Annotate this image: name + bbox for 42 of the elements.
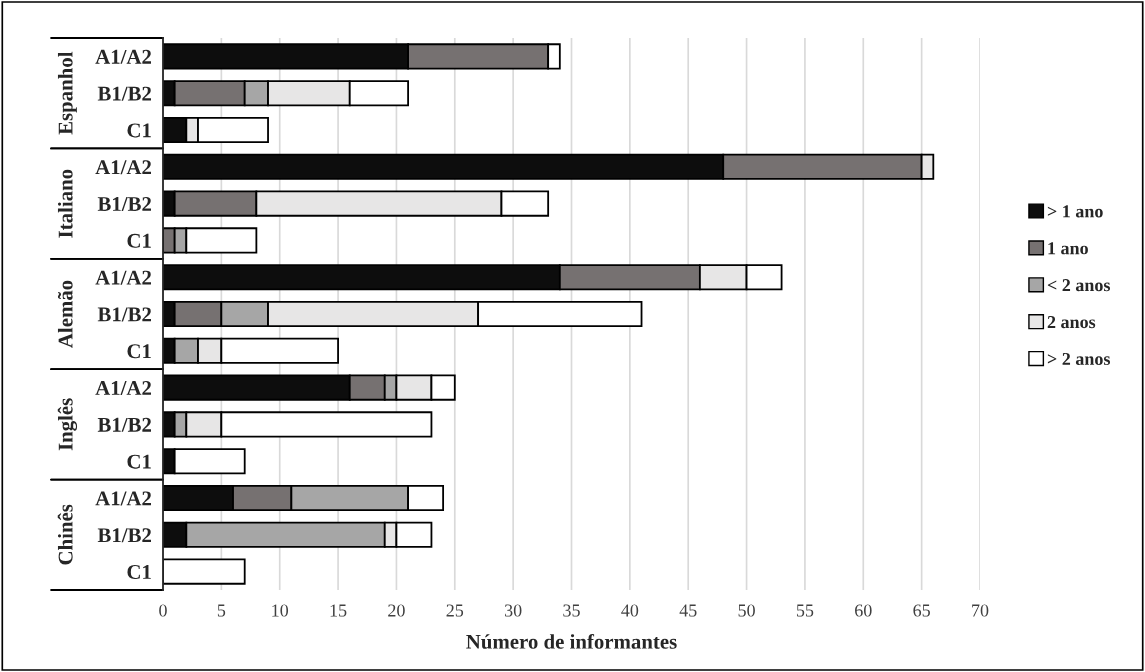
legend-label: 2 anos [1047,316,1096,329]
legend-label: 1 ano [1048,242,1088,255]
x-tick-label: 45 [679,604,697,617]
text: Chinês [57,504,73,565]
y-tick-label: C1 [127,123,151,138]
x-tick-label: 15 [330,604,347,617]
text: Inglês [57,398,78,451]
y-tick-label: A1/A2 [95,49,151,64]
y-tick-label: B1/B2 [97,197,151,212]
text: Alemão [57,280,73,348]
x-tick-label: 0 [159,604,167,617]
x-tick-label: 50 [738,604,755,617]
x-tick-label: 20 [388,604,405,617]
bar [163,558,246,585]
legend-label: < 2 anos [1047,279,1111,292]
y-tick-label: C1 [127,565,151,580]
x-tick-label: 65 [913,604,930,617]
y-tick-label: C1 [127,344,151,359]
y-tick-label: A1/A2 [95,270,151,285]
y-tick-label: B1/B2 [97,528,151,543]
x-tick-label: 5 [217,604,226,617]
y-tick-label: C1 [127,454,151,469]
x-axis-title: Número de informantes [466,633,677,649]
x-tick-label: 25 [446,604,464,617]
x-tick-label: 35 [563,604,580,617]
text: Espanhol [57,51,77,135]
y-tick-label: B1/B2 [97,86,151,101]
y-tick-label: B1/B2 [97,307,151,322]
y-tick-label: A1/A2 [95,160,151,175]
y-tick-label: A1/A2 [95,381,151,396]
x-tick-label: 30 [504,604,522,617]
y-tick-label: A1/A2 [95,491,151,506]
x-tick-label: 60 [855,604,872,617]
legend-label: > 2 anos [1047,352,1111,366]
x-tick-label: 10 [272,604,289,617]
x-tick-label: 40 [621,604,639,617]
y-tick-label: B1/B2 [97,417,151,432]
y-tick-label: C1 [127,233,151,248]
x-tick-label: 70 [972,604,989,617]
legend-label: > 1 ano [1047,205,1103,218]
x-tick-label: 55 [796,604,814,617]
text: Italiano [57,169,73,238]
